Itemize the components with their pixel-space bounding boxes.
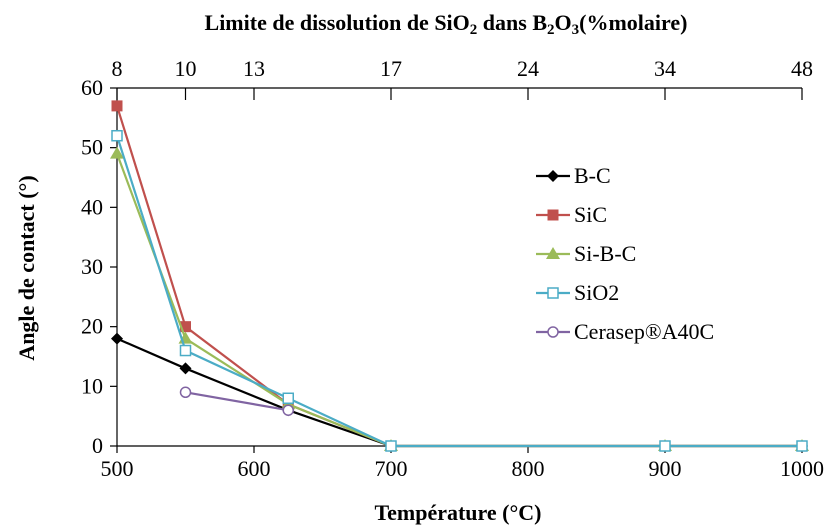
data-point (111, 129, 123, 142)
legend-marker (546, 247, 560, 259)
data-point (659, 440, 671, 452)
top-axis-title-part: dans B (477, 10, 547, 35)
series-line (115, 105, 802, 448)
top-axis-tick-label: 13 (243, 56, 265, 81)
top-axis-tick-label: 34 (654, 56, 676, 81)
top-axis-tick-label: 17 (380, 56, 402, 81)
x-axis: 500 600 700 800 900 1000 (101, 445, 824, 481)
data-point (385, 440, 397, 452)
data-point (179, 344, 192, 357)
legend-item: SiO2 (536, 280, 619, 305)
series-layer (110, 100, 809, 452)
x-axis-tick-label: 1000 (780, 456, 824, 481)
series-line (115, 135, 802, 448)
data-point (179, 362, 192, 375)
y-axis-tick-label: 60 (81, 75, 103, 100)
legend-item: Cerasep®A40C (536, 319, 714, 344)
x-axis-tick-label: 600 (238, 456, 271, 481)
top-axis-title-part: 2 (470, 22, 478, 38)
top-axis-title-part: O (555, 10, 572, 35)
series-sic (111, 100, 808, 452)
y-axis-tick-label: 0 (92, 433, 103, 458)
y-axis-tick-label: 20 (81, 314, 103, 339)
top-axis-tick-label: 48 (791, 56, 813, 81)
data-point (282, 392, 294, 405)
series-line (115, 153, 802, 448)
series-sio2 (111, 129, 808, 452)
top-axis-tick-label: 10 (175, 56, 197, 81)
legend-marker (547, 170, 559, 182)
legend-label: Si-B-C (574, 241, 636, 266)
data-point (111, 332, 123, 345)
x-axis-tick-label: 700 (375, 456, 408, 481)
legend-marker (547, 287, 559, 299)
data-point (110, 146, 124, 159)
x-axis-tick-label: 900 (649, 456, 682, 481)
top-axis-tick-label: 24 (517, 56, 539, 81)
legend: B-C SiC Si-B-C SiO2 Cerasep®A40C (536, 163, 714, 344)
y-axis-tick-label: 30 (81, 254, 103, 279)
y-axis-title: Angle de contact (°) (14, 175, 39, 360)
legend-label: Cerasep®A40C (574, 319, 714, 344)
x-axis-title: Température (°C) (374, 500, 541, 525)
x-axis-tick-label: 800 (512, 456, 545, 481)
legend-label: SiC (574, 202, 607, 227)
data-point (179, 386, 192, 399)
top-axis-title-part: 2 (547, 22, 555, 38)
y-axis-tick-label: 10 (81, 373, 103, 398)
series-cerasep-a40c (179, 386, 294, 416)
x-axis-tick-label: 500 (101, 456, 134, 481)
top-axis-title: Limite de dissolution de SiO2 dans B2O3(… (205, 10, 688, 38)
legend-item: B-C (536, 163, 611, 188)
top-axis-title-part: Limite de dissolution de SiO (205, 10, 470, 35)
legend-item: SiC (536, 202, 607, 227)
legend-label: B-C (574, 163, 611, 188)
series-line (116, 337, 802, 448)
data-point (282, 404, 294, 416)
top-axis-tick-label: 8 (112, 56, 123, 81)
data-point (111, 100, 123, 112)
y-axis-tick-label: 50 (81, 135, 103, 160)
legend-marker (547, 326, 559, 338)
data-point (180, 321, 191, 333)
top-axis: 8 10 13 17 24 34 48 (112, 56, 813, 100)
legend-marker (547, 209, 559, 221)
legend-label: SiO2 (574, 280, 619, 305)
series-si-b-c (110, 146, 809, 451)
legend-item: Si-B-C (536, 241, 636, 266)
top-axis-title-part: (%molaire) (579, 10, 687, 35)
y-axis: 0 10 20 30 40 50 60 (81, 75, 118, 458)
y-axis-tick-label: 40 (81, 194, 103, 219)
data-point (796, 440, 808, 452)
series-line (185, 391, 289, 412)
top-axis-title-part: 3 (572, 22, 580, 38)
